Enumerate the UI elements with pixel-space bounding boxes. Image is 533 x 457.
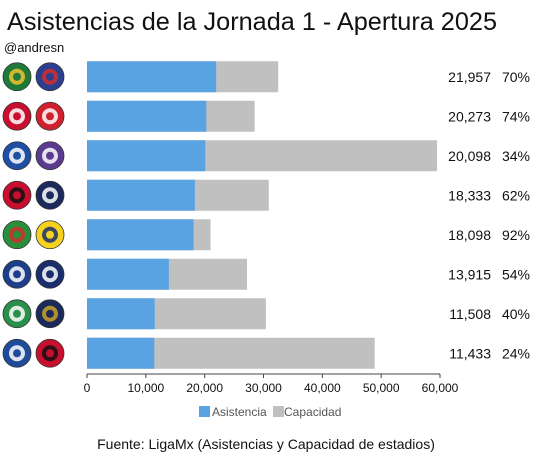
bar-area	[87, 61, 438, 369]
attendance-value-label: 20,098	[448, 148, 491, 164]
logo-shape	[46, 309, 54, 318]
logo-shape	[13, 112, 21, 121]
attendance-bar	[87, 140, 206, 172]
attendance-value-label: 18,098	[448, 227, 491, 243]
team-logos	[2, 62, 65, 368]
x-tick-label: 10,000	[127, 381, 164, 395]
legend-label-capacidad: Capacidad	[284, 405, 341, 419]
attendance-bar	[87, 298, 155, 330]
logo-shape	[46, 191, 54, 200]
legend: Asistencia Capacidad	[199, 405, 341, 419]
atlas-logo-icon	[35, 338, 65, 368]
value-labels: 21,957 70% 20,273 74% 20,098 34% 18,333 62% 18,0…	[448, 69, 530, 362]
attendance-value-label: 13,915	[448, 266, 491, 282]
puebla-logo-icon	[2, 338, 32, 368]
logo-shape	[13, 191, 21, 200]
juarez-logo-icon	[2, 220, 32, 250]
logo-shape	[13, 270, 21, 279]
attendance-bar	[87, 337, 155, 369]
attendance-value-label: 20,273	[448, 108, 491, 124]
tijuana-logo-icon	[2, 180, 32, 210]
logo-shape	[46, 72, 54, 81]
attendance-value-label: 11,508	[449, 306, 491, 322]
san-luis-logo-icon	[35, 62, 65, 92]
occupancy-percent-label: 34%	[502, 148, 530, 164]
leon-logo-icon	[2, 62, 32, 92]
x-tick-label: 30,000	[245, 381, 282, 395]
logo-shape	[46, 349, 54, 358]
legend-swatch-asistencia	[199, 406, 210, 417]
logo-shape	[46, 112, 54, 121]
logo-shape	[46, 230, 54, 239]
x-tick-label: 60,000	[422, 381, 459, 395]
legend-swatch-capacidad	[273, 406, 284, 417]
legend-label-asistencia: Asistencia	[212, 405, 267, 419]
x-tick-label: 50,000	[363, 381, 400, 395]
logo-shape	[13, 349, 21, 358]
necaxa-logo-icon	[35, 101, 65, 131]
occupancy-percent-label: 92%	[502, 227, 530, 243]
attendance-bar	[87, 258, 169, 290]
logo-shape	[46, 270, 54, 279]
occupancy-percent-label: 24%	[502, 345, 530, 361]
logo-shape	[13, 309, 21, 318]
occupancy-percent-label: 74%	[502, 108, 530, 124]
monterrey-logo-icon	[35, 259, 65, 289]
pumas-logo-icon	[35, 299, 65, 329]
attendance-bar	[87, 100, 207, 132]
attendance-bar	[87, 179, 195, 211]
logo-shape	[46, 151, 54, 160]
occupancy-percent-label: 54%	[502, 266, 530, 282]
x-axis: 0 10,000 20,000 30,000 40,000 50,000 60,000	[84, 373, 459, 395]
pachuca-logo-icon	[2, 259, 32, 289]
cruz-azul-logo-icon	[2, 141, 32, 171]
america-logo-icon	[35, 220, 65, 250]
attendance-value-label: 18,333	[448, 187, 491, 203]
logo-shape	[13, 72, 21, 81]
mazatlan-logo-icon	[35, 141, 65, 171]
x-tick-label: 40,000	[304, 381, 341, 395]
attendance-bar	[87, 219, 194, 251]
santos-logo-icon	[2, 299, 32, 329]
author-handle: @andresn	[4, 40, 64, 55]
toluca-logo-icon	[2, 101, 32, 131]
occupancy-percent-label: 62%	[502, 187, 530, 203]
occupancy-percent-label: 70%	[502, 69, 530, 85]
logo-shape	[13, 230, 21, 239]
attendance-value-label: 11,433	[449, 345, 491, 361]
x-tick-label: 0	[84, 381, 91, 395]
attendance-bar	[87, 61, 217, 93]
logo-shape	[13, 151, 21, 160]
x-tick-label: 20,000	[186, 381, 223, 395]
queretaro-logo-icon	[35, 180, 65, 210]
attendance-value-label: 21,957	[448, 69, 491, 85]
chart-title: Asistencias de la Jornada 1 - Apertura 2…	[7, 8, 497, 36]
source-footer: Fuente: LigaMx (Asistencias y Capacidad …	[97, 436, 435, 452]
occupancy-percent-label: 40%	[502, 306, 530, 322]
